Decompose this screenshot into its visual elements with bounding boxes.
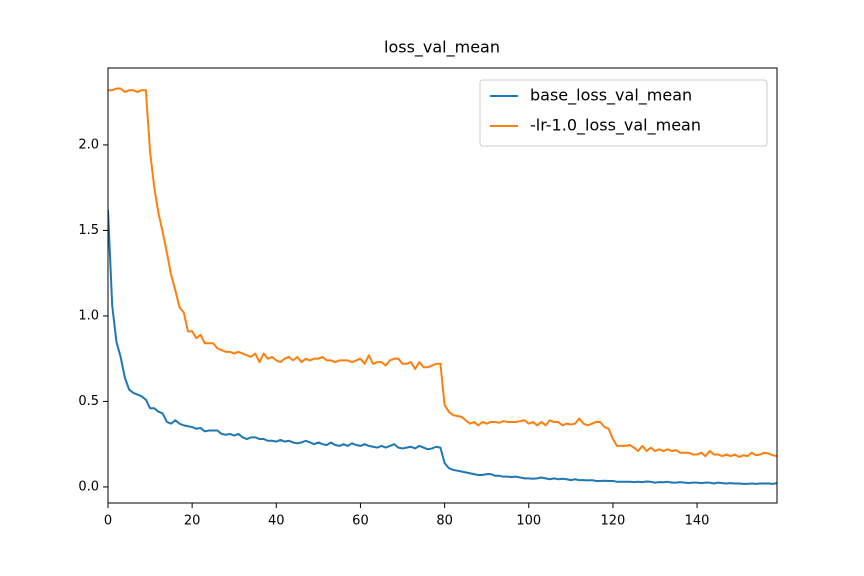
- x-tick-label: 80: [436, 514, 453, 529]
- x-tick-label: 0: [104, 514, 112, 529]
- line-series: [108, 209, 777, 485]
- legend-box: [479, 79, 768, 147]
- y-tick-label: 2.0: [78, 137, 99, 152]
- legend-label: -lr-1.0_loss_val_mean: [530, 116, 701, 136]
- line-series: [108, 87, 777, 458]
- legend-label: base_loss_val_mean: [530, 86, 692, 106]
- y-tick-label: 0.0: [78, 479, 99, 494]
- x-tick-label: 60: [352, 514, 369, 529]
- y-tick-label: 1.5: [78, 223, 99, 238]
- y-tick-label: 0.5: [78, 394, 99, 409]
- y-tick-label: 1.0: [78, 308, 99, 323]
- x-tick-label: 140: [685, 514, 710, 529]
- x-tick-label: 40: [268, 514, 285, 529]
- x-tick-label: 100: [516, 514, 541, 529]
- axes-frame: [107, 67, 778, 504]
- x-tick-label: 120: [600, 514, 625, 529]
- chart-title: loss_val_mean: [384, 38, 500, 58]
- x-tick-label: 20: [184, 514, 201, 529]
